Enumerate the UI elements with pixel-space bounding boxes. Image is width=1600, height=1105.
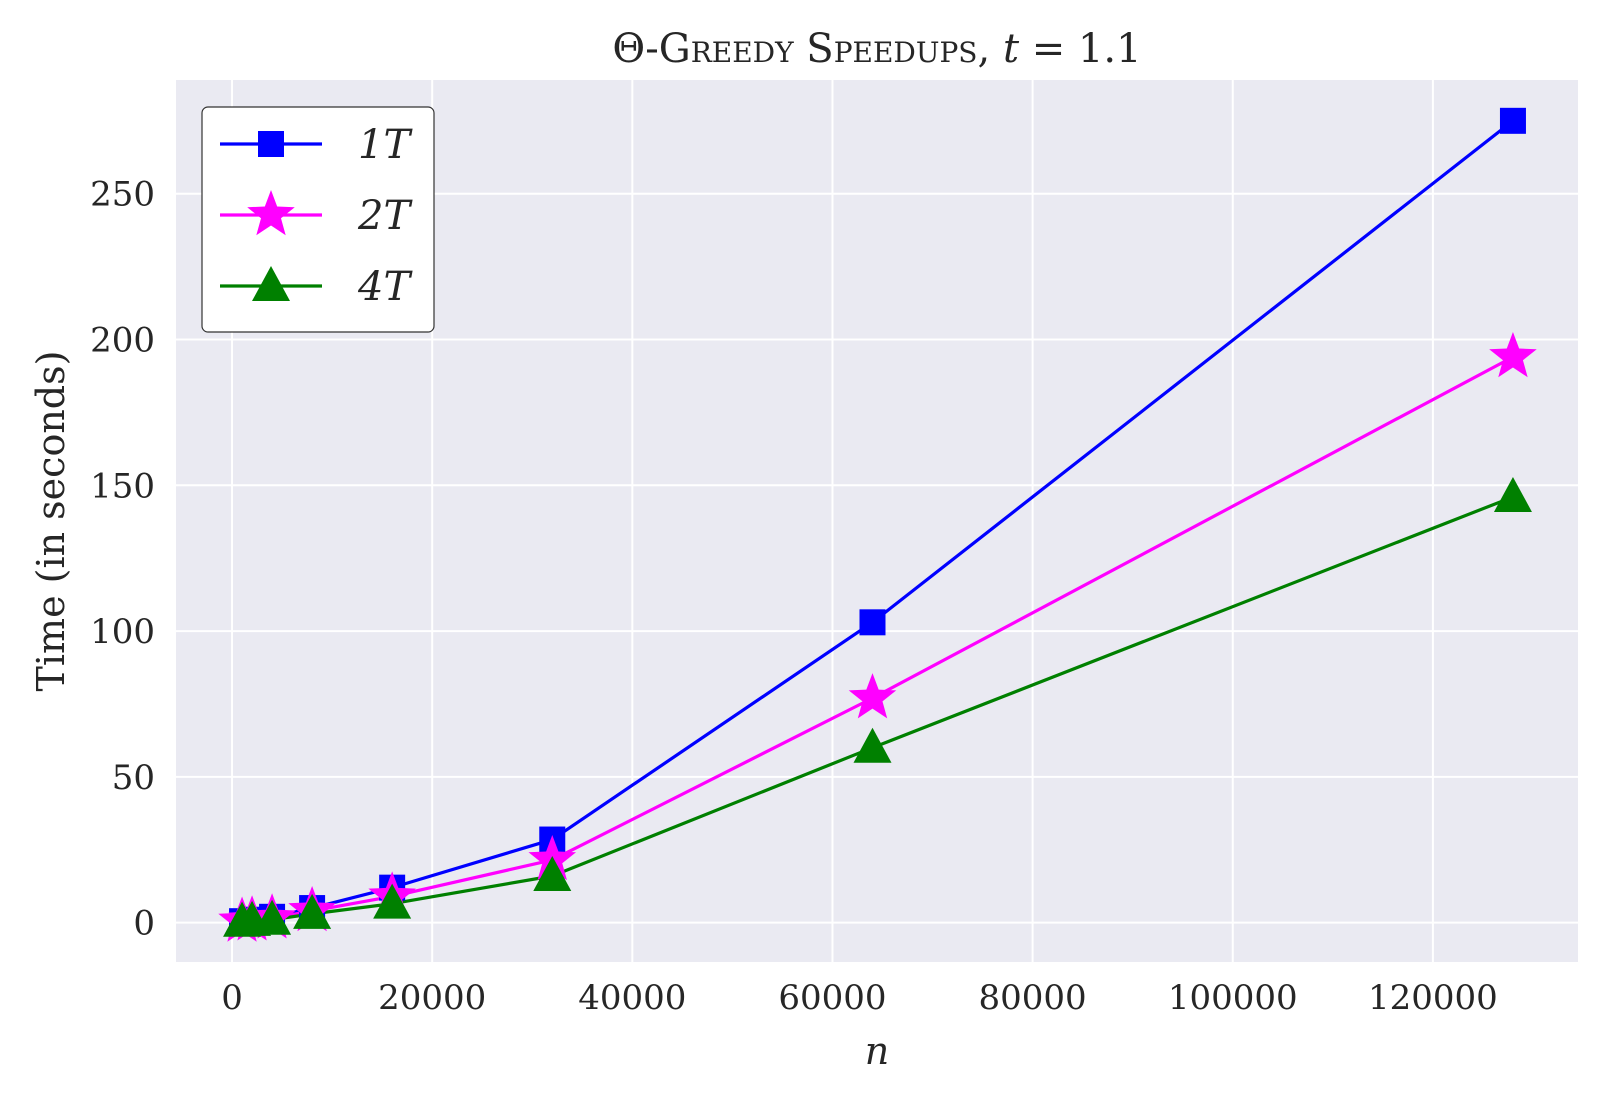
x-axis-ticks: 0 20000 40000 60000 80000 100000 120000 [221, 978, 1498, 1018]
data-point [853, 727, 892, 763]
legend-item: 2T [220, 190, 413, 239]
chart-title-prefix: Θ- [612, 26, 658, 72]
data-point [859, 609, 886, 636]
data-point [373, 883, 412, 919]
chart-title-param-rest: = 1.1 [1019, 26, 1142, 72]
legend-marker [247, 190, 295, 236]
legend-item: 4T [220, 264, 413, 310]
x-tick-label: 40000 [578, 978, 686, 1018]
data-point [1489, 331, 1537, 378]
data-point [1493, 476, 1532, 512]
legend-box [201, 106, 435, 333]
chart-title-name: Greedy Speedups [659, 26, 978, 72]
y-tick-label: 0 [133, 904, 155, 944]
chart-title: Θ-Greedy Speedups, t = 1.1 [612, 26, 1141, 72]
x-tick-label: 80000 [979, 978, 1087, 1018]
series-markers-4T [223, 476, 1532, 937]
legend-label: 2T [357, 193, 413, 239]
data-point [1499, 107, 1526, 134]
series-layer [218, 107, 1537, 942]
y-tick-label: 200 [90, 320, 155, 360]
x-tick-label: 100000 [1168, 978, 1298, 1018]
chart-title-param-var: t [1003, 26, 1020, 72]
y-axis-title: Time (in seconds) [29, 351, 73, 692]
y-tick-label: 100 [90, 612, 155, 652]
chart-title-suffix: , [978, 26, 1003, 72]
data-point [848, 673, 897, 719]
y-tick-label: 50 [112, 758, 155, 798]
legend-marker [258, 131, 284, 157]
y-tick-label: 250 [90, 175, 155, 215]
x-tick-label: 0 [221, 978, 243, 1018]
x-tick-label: 60000 [778, 978, 886, 1018]
y-axis-ticks: 0 50 100 150 200 250 [90, 175, 155, 944]
legend-label: 4T [357, 264, 413, 310]
legend: 1T 2T 4T [201, 106, 435, 333]
legend-label: 1T [358, 122, 413, 168]
x-tick-label: 20000 [378, 978, 486, 1018]
data-point [253, 899, 292, 935]
data-point [293, 893, 332, 929]
x-tick-label: 120000 [1368, 978, 1498, 1018]
legend-item: 1T [220, 122, 413, 168]
data-point [533, 855, 572, 891]
legend-marker [252, 266, 290, 301]
x-axis-title: n [865, 1029, 889, 1073]
y-tick-label: 150 [90, 466, 155, 506]
